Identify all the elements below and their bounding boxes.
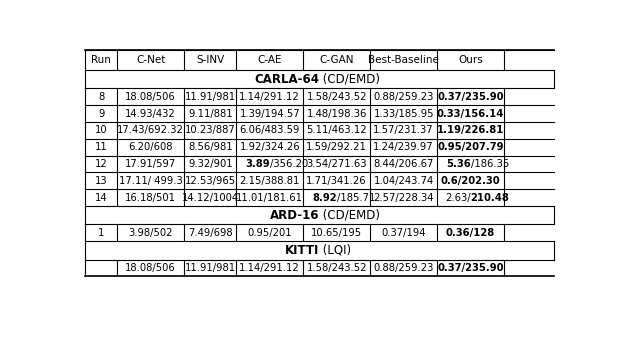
Text: 0.88/259.23: 0.88/259.23 [374, 263, 434, 273]
Text: 0.37/194: 0.37/194 [381, 228, 426, 238]
Text: 1: 1 [98, 228, 104, 238]
Text: 1.58/243.52: 1.58/243.52 [307, 92, 367, 102]
Text: 1.39/194.57: 1.39/194.57 [239, 108, 300, 119]
Text: /356.20: /356.20 [269, 159, 308, 169]
Text: 6.20/608: 6.20/608 [129, 142, 173, 152]
Text: 2.63/: 2.63/ [445, 193, 470, 202]
Text: 9: 9 [98, 108, 104, 119]
Text: 18.08/506: 18.08/506 [125, 92, 176, 102]
Text: 2.15/388.81: 2.15/388.81 [239, 176, 300, 186]
Text: 3.98/502: 3.98/502 [129, 228, 173, 238]
Text: 0.36/128: 0.36/128 [446, 228, 495, 238]
Text: 14: 14 [95, 193, 108, 202]
Text: 1.33/185.95: 1.33/185.95 [373, 108, 434, 119]
Text: 8.92: 8.92 [312, 193, 337, 202]
Text: 1.24/239.97: 1.24/239.97 [373, 142, 434, 152]
Text: Ours: Ours [458, 55, 483, 65]
Text: 18.08/506: 18.08/506 [125, 263, 176, 273]
Text: (LQI): (LQI) [319, 244, 351, 257]
Text: 11.91/981: 11.91/981 [184, 92, 236, 102]
Text: 17.43/692.32: 17.43/692.32 [117, 125, 184, 135]
Text: 13: 13 [95, 176, 108, 186]
Text: 1.92/324.26: 1.92/324.26 [239, 142, 300, 152]
Text: 0.95/201: 0.95/201 [248, 228, 292, 238]
Text: 5.11/463.12: 5.11/463.12 [307, 125, 367, 135]
Text: /185.71: /185.71 [337, 193, 375, 202]
Text: 16.18/501: 16.18/501 [125, 193, 176, 202]
Text: 9.11/881: 9.11/881 [188, 108, 232, 119]
Text: C-AE: C-AE [257, 55, 282, 65]
Text: 10.23/887: 10.23/887 [185, 125, 236, 135]
Text: 0.6/202.30: 0.6/202.30 [441, 176, 500, 186]
Text: 8: 8 [98, 92, 104, 102]
Text: 1.19/226.81: 1.19/226.81 [437, 125, 504, 135]
Text: (CD/EMD): (CD/EMD) [319, 209, 380, 222]
Text: 1.48/198.36: 1.48/198.36 [307, 108, 367, 119]
Text: 0.88/259.23: 0.88/259.23 [374, 92, 434, 102]
Text: 3.54/271.63: 3.54/271.63 [307, 159, 367, 169]
Text: 0.95/207.79: 0.95/207.79 [437, 142, 504, 152]
Text: ARD-16: ARD-16 [270, 209, 319, 222]
Text: 1.71/341.26: 1.71/341.26 [307, 176, 367, 186]
Text: 8.44/206.67: 8.44/206.67 [374, 159, 434, 169]
Text: CARLA-64: CARLA-64 [254, 73, 319, 86]
Text: 3.89: 3.89 [245, 159, 269, 169]
Text: 1.59/292.21: 1.59/292.21 [307, 142, 367, 152]
Text: 5.36: 5.36 [446, 159, 470, 169]
Text: S-INV: S-INV [196, 55, 225, 65]
Text: 1.58/243.52: 1.58/243.52 [307, 263, 367, 273]
Text: 14.93/432: 14.93/432 [125, 108, 176, 119]
Text: 10.65/195: 10.65/195 [311, 228, 362, 238]
Text: 0.33/156.14: 0.33/156.14 [437, 108, 504, 119]
Text: 6.06/483.59: 6.06/483.59 [239, 125, 300, 135]
Text: 14.12/1004: 14.12/1004 [182, 193, 239, 202]
Text: 12: 12 [95, 159, 108, 169]
Text: 7.49/698: 7.49/698 [188, 228, 232, 238]
Text: 17.11/ 499.3: 17.11/ 499.3 [119, 176, 182, 186]
Text: 0.37/235.90: 0.37/235.90 [437, 92, 504, 102]
Text: C-GAN: C-GAN [319, 55, 354, 65]
Text: 11.01/181.61: 11.01/181.61 [236, 193, 303, 202]
Text: 0.37/235.90: 0.37/235.90 [437, 263, 504, 273]
Text: C-Net: C-Net [136, 55, 165, 65]
Text: 9.32/901: 9.32/901 [188, 159, 232, 169]
Text: 8.56/981: 8.56/981 [188, 142, 232, 152]
Text: KITTI: KITTI [285, 244, 319, 257]
Text: 17.91/597: 17.91/597 [125, 159, 176, 169]
Text: /186.35: /186.35 [470, 159, 509, 169]
Text: 210.48: 210.48 [470, 193, 509, 202]
Text: 11: 11 [95, 142, 108, 152]
Text: 1.04/243.74: 1.04/243.74 [374, 176, 434, 186]
Text: 1.57/231.37: 1.57/231.37 [373, 125, 434, 135]
Text: Best-Baseline: Best-Baseline [368, 55, 439, 65]
Text: Run: Run [91, 55, 111, 65]
Text: 10: 10 [95, 125, 108, 135]
Text: 1.14/291.12: 1.14/291.12 [239, 92, 300, 102]
Text: 11.91/981: 11.91/981 [184, 263, 236, 273]
Text: 1.14/291.12: 1.14/291.12 [239, 263, 300, 273]
Text: 12.53/965: 12.53/965 [184, 176, 236, 186]
Text: (CD/EMD): (CD/EMD) [319, 73, 380, 86]
Text: 2.57/228.34: 2.57/228.34 [373, 193, 434, 202]
